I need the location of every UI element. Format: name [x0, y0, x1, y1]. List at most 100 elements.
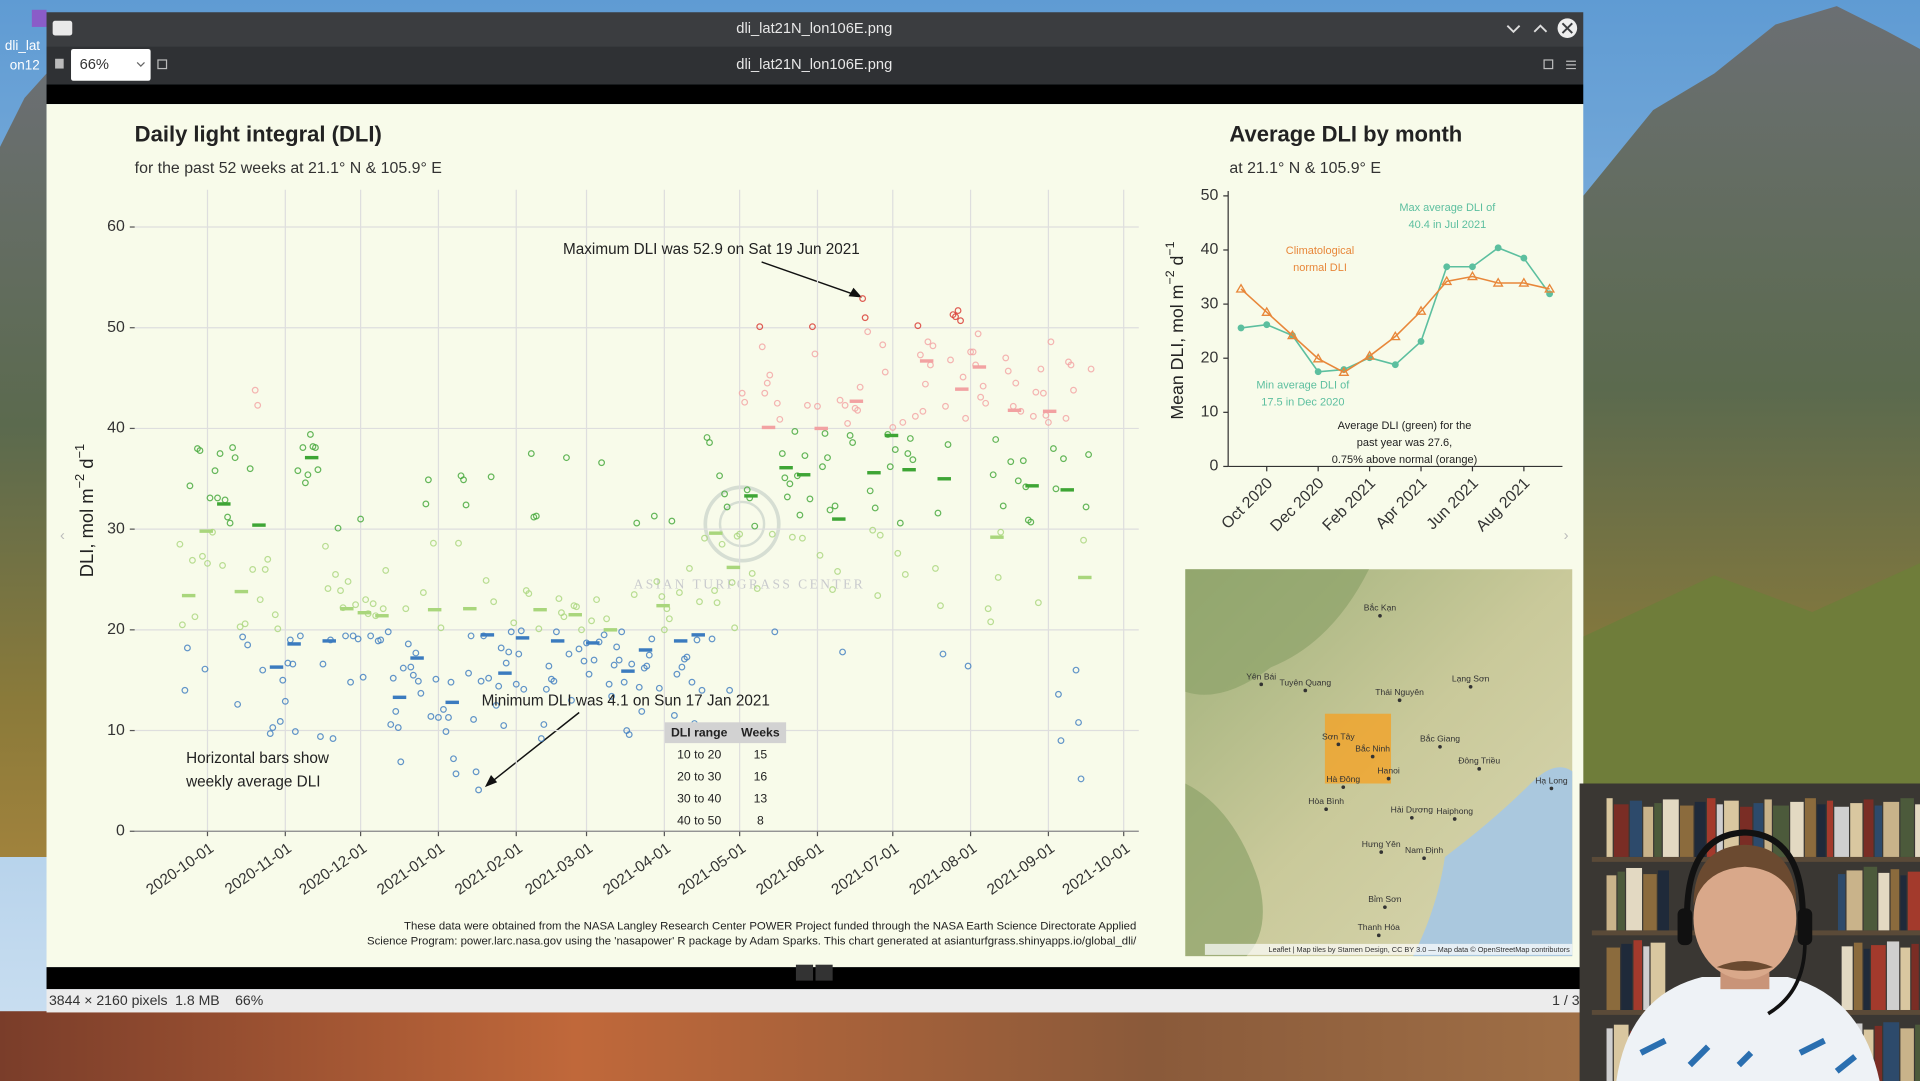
- daily-point: [979, 382, 987, 390]
- table-header: Weeks: [741, 726, 780, 740]
- book: [1871, 945, 1886, 1010]
- point-marker: [1364, 350, 1376, 360]
- prev-page[interactable]: [795, 964, 814, 981]
- map-place-dot: [1438, 744, 1442, 749]
- daily-point: [771, 628, 779, 636]
- maximize-button[interactable]: [1533, 24, 1548, 33]
- daily-point: [575, 645, 583, 653]
- daily-point: [854, 406, 862, 414]
- next-page[interactable]: [815, 964, 833, 981]
- book: [1613, 804, 1629, 857]
- daily-point: [214, 494, 221, 502]
- daily-point: [460, 476, 467, 484]
- daily-point: [841, 401, 849, 409]
- book: [1837, 874, 1846, 931]
- daily-point: [261, 565, 269, 573]
- daily-point: [643, 662, 651, 670]
- map-place-dot: [1468, 684, 1473, 689]
- table-cell: 15: [754, 748, 768, 762]
- daily-point: [778, 450, 786, 458]
- daily-point: [424, 476, 432, 484]
- desktop-icon-label[interactable]: on12: [10, 58, 40, 73]
- daily-point: [294, 467, 302, 475]
- y-tick-label: 20: [1201, 349, 1219, 366]
- point-marker: [1494, 244, 1502, 252]
- daily-point: [216, 450, 224, 458]
- daily-point: [440, 705, 447, 713]
- daily-point: [176, 540, 184, 548]
- map-place-dot: [1378, 613, 1382, 618]
- y-axis-title-part: −2: [1163, 270, 1177, 284]
- daily-point: [751, 522, 759, 530]
- desktop-icon[interactable]: [31, 9, 47, 27]
- daily-point: [563, 454, 570, 462]
- daily-point: [342, 632, 349, 640]
- daily-point: [414, 677, 422, 685]
- daily-point: [776, 415, 784, 423]
- daily-point: [911, 412, 919, 420]
- daily-point: [748, 570, 756, 577]
- daily-point: [763, 379, 771, 387]
- daily-point: [650, 512, 658, 520]
- daily-point: [701, 534, 708, 542]
- daily-point: [517, 627, 525, 635]
- daily-point: [515, 650, 523, 658]
- y-tick-label: 10: [1201, 404, 1219, 421]
- daily-point: [660, 626, 668, 634]
- book: [1907, 871, 1920, 931]
- daily-point: [753, 585, 761, 592]
- book: [1911, 943, 1919, 1010]
- toolbar-icon[interactable]: [157, 59, 168, 70]
- daily-point: [1007, 458, 1015, 466]
- book: [1626, 867, 1643, 931]
- book: [1874, 1025, 1883, 1081]
- mountain: [0, 73, 47, 857]
- series-line: [1240, 275, 1550, 374]
- book: [1890, 869, 1900, 931]
- daily-point: [442, 728, 450, 735]
- daily-point: [344, 578, 352, 585]
- nav-prev[interactable]: ‹: [60, 528, 65, 544]
- daily-point: [482, 577, 490, 584]
- map-attribution[interactable]: Leaflet | Map tiles by Stamen Design, CC…: [1268, 945, 1570, 954]
- daily-point: [512, 680, 520, 688]
- zoom-value[interactable]: 66%: [80, 57, 109, 73]
- toolbar-icon[interactable]: [1543, 59, 1554, 70]
- daily-point: [485, 674, 493, 682]
- daily-point: [620, 678, 628, 686]
- y-tick-label: 10: [107, 722, 125, 739]
- daily-point: [686, 564, 693, 572]
- watermark-logo: [703, 485, 781, 563]
- daily-point: [251, 386, 259, 394]
- daily-point: [1037, 365, 1045, 373]
- daily-point: [736, 530, 744, 538]
- daily-point: [954, 307, 962, 315]
- daily-point: [585, 670, 593, 678]
- toolbar-icon[interactable]: [55, 58, 64, 69]
- daily-point: [254, 401, 262, 409]
- map-place-label: Lạng Sơn: [1452, 674, 1490, 684]
- daily-point: [256, 596, 264, 604]
- daily-point: [306, 431, 314, 438]
- daily-point: [809, 323, 816, 331]
- y-axis-title-part: d: [76, 458, 97, 473]
- chart-title: Average DLI by month: [1229, 122, 1462, 147]
- daily-point: [249, 565, 257, 573]
- daily-point: [437, 624, 445, 632]
- daily-point: [236, 623, 244, 631]
- daily-point: [525, 590, 533, 598]
- book: [1804, 798, 1816, 857]
- daily-point: [1039, 389, 1047, 397]
- book: [1606, 1028, 1613, 1081]
- daily-point: [1070, 386, 1077, 394]
- daily-point: [505, 648, 513, 656]
- daily-point: [756, 323, 764, 331]
- nav-next[interactable]: ›: [1564, 528, 1569, 544]
- minimize-button[interactable]: [1506, 25, 1521, 34]
- book: [1874, 805, 1883, 857]
- menu-button[interactable]: [1566, 60, 1576, 70]
- zoom-combo[interactable]: [71, 48, 151, 81]
- daily-point: [999, 502, 1007, 510]
- daily-point: [555, 595, 563, 603]
- desktop-icon-label[interactable]: dli_lat: [5, 38, 40, 53]
